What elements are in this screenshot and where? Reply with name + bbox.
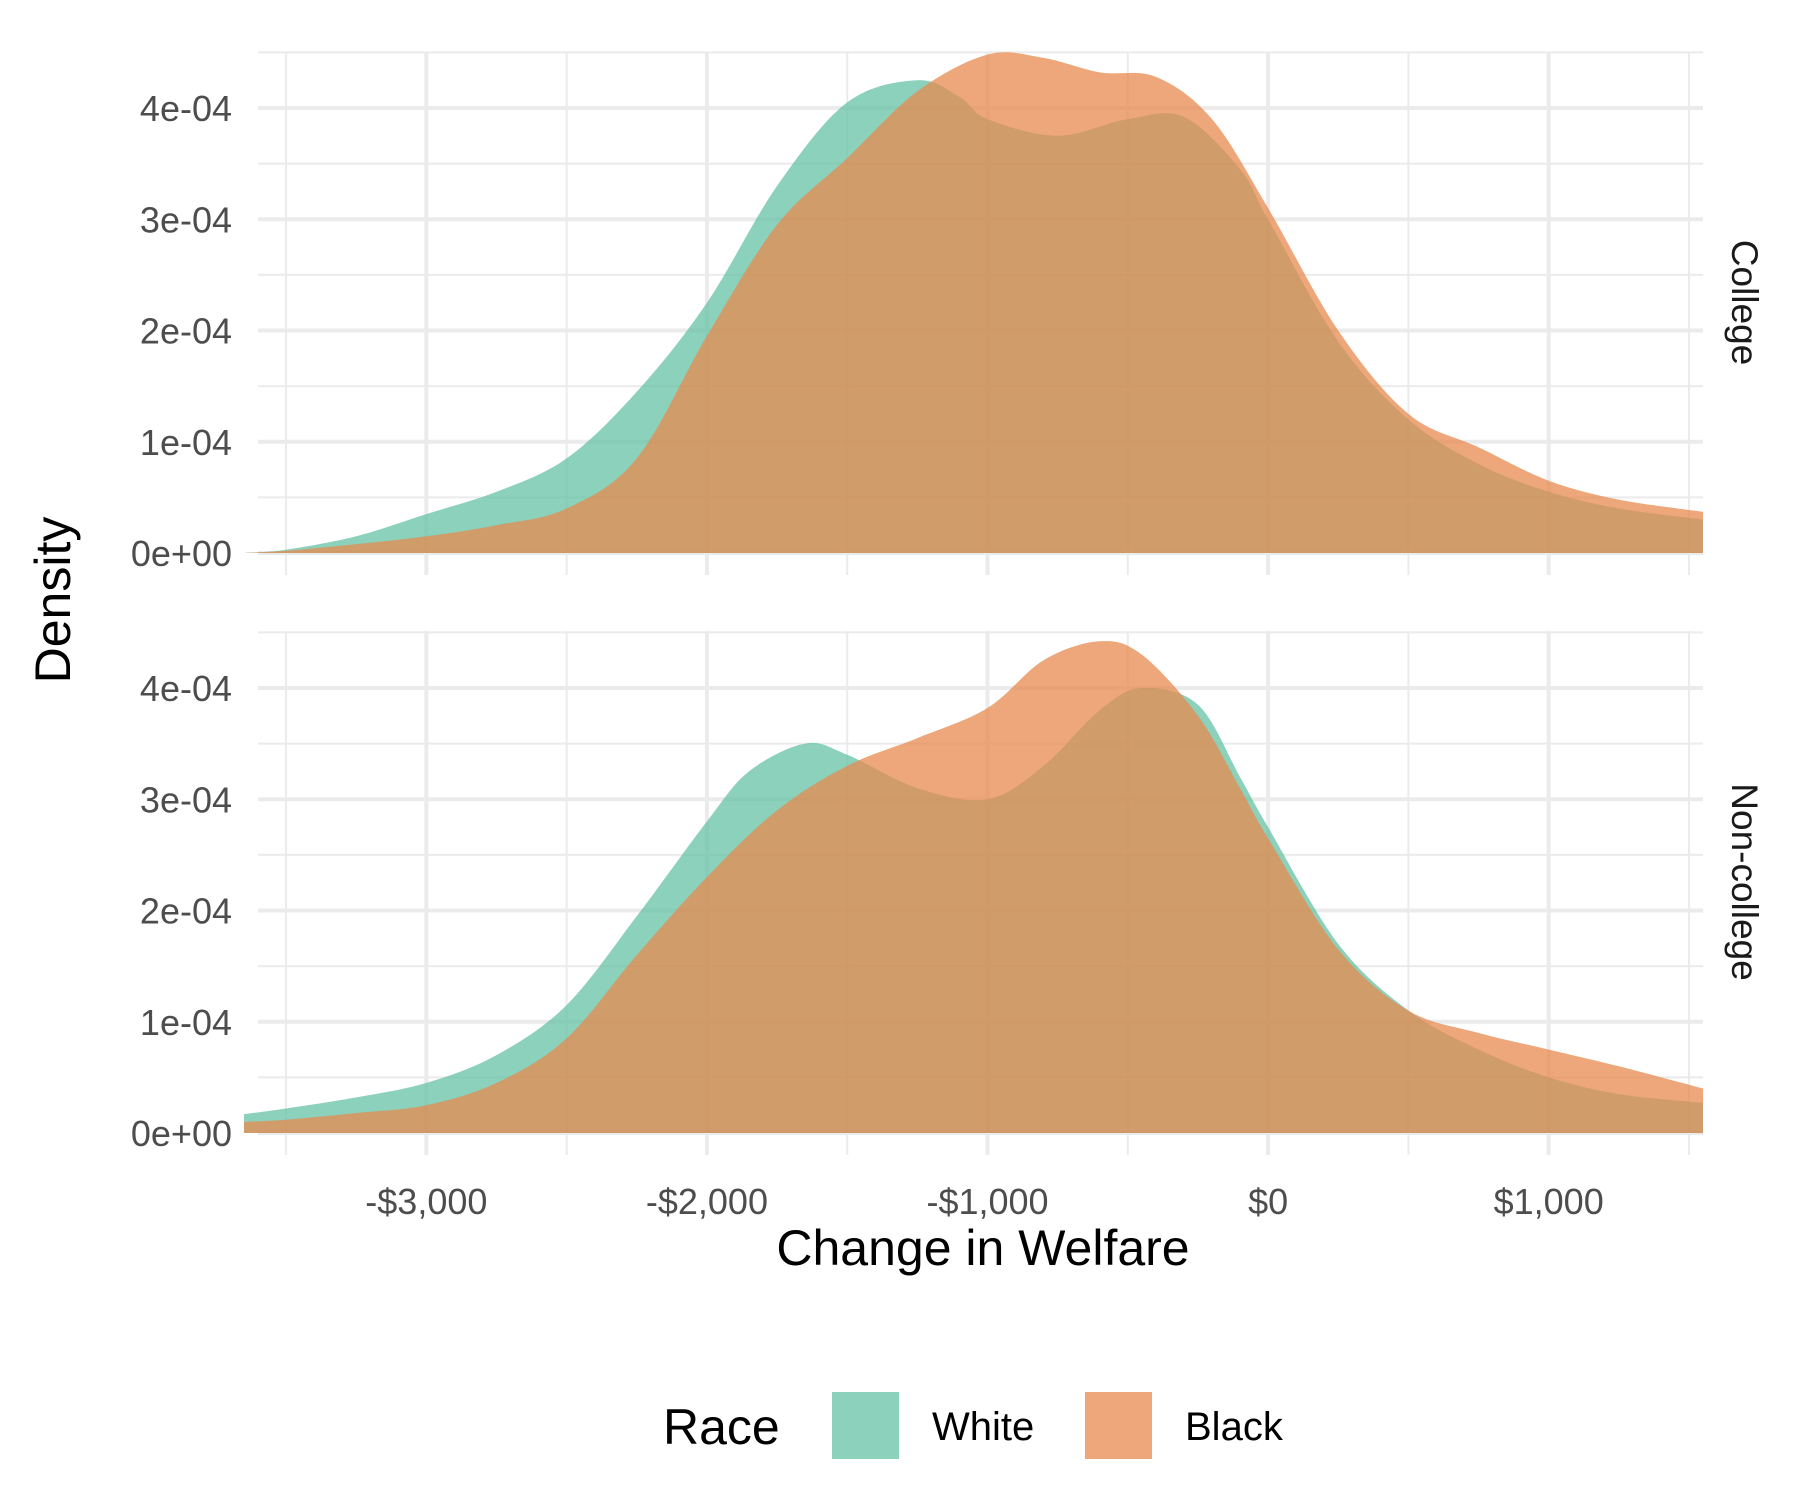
x-axis-title: Change in Welfare bbox=[776, 1220, 1189, 1276]
y-tick-label: 3e-04 bbox=[140, 779, 232, 820]
area-layer bbox=[244, 52, 1703, 1133]
facet-strip-label: College bbox=[1724, 240, 1765, 365]
density-area-black-college bbox=[244, 52, 1703, 554]
y-tick-label: 2e-04 bbox=[140, 891, 232, 932]
y-tick-label: 1e-04 bbox=[140, 422, 232, 463]
legend: Race White Black bbox=[663, 1392, 1284, 1459]
x-tick-label: -$3,000 bbox=[365, 1181, 487, 1222]
y-tick-label: 4e-04 bbox=[140, 668, 232, 709]
label-layer: 0e+00 1e-04 2e-04 3e-04 4e-04 College 0e+00 1e-… bbox=[131, 88, 1765, 1222]
y-tick-label: 0e+00 bbox=[131, 533, 232, 574]
density-area-black-non-college bbox=[244, 641, 1703, 1133]
x-tick-label: $0 bbox=[1248, 1181, 1288, 1222]
facet-strip-label: Non-college bbox=[1724, 783, 1765, 980]
y-tick-label: 3e-04 bbox=[140, 199, 232, 240]
legend-label-black: Black bbox=[1185, 1405, 1284, 1449]
y-tick-label: 2e-04 bbox=[140, 311, 232, 352]
x-tick-label: $1,000 bbox=[1494, 1181, 1604, 1222]
y-tick-label: 4e-04 bbox=[140, 88, 232, 129]
legend-key-black bbox=[1085, 1392, 1152, 1459]
y-tick-label: 0e+00 bbox=[131, 1113, 232, 1154]
x-tick-label: -$2,000 bbox=[646, 1181, 768, 1222]
y-axis-title: Density bbox=[25, 517, 81, 684]
x-tick-label: -$1,000 bbox=[926, 1181, 1048, 1222]
y-tick-label: 1e-04 bbox=[140, 1002, 232, 1043]
legend-key-white bbox=[832, 1392, 899, 1459]
legend-label-white: White bbox=[932, 1405, 1034, 1449]
legend-title: Race bbox=[663, 1399, 780, 1455]
